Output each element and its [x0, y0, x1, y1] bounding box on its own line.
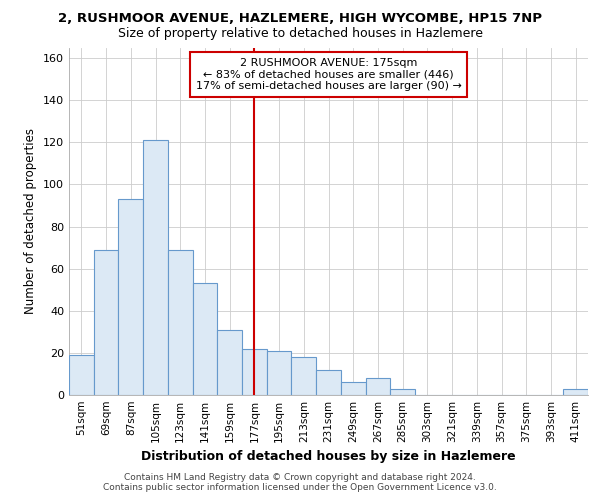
Bar — [267, 351, 292, 395]
X-axis label: Distribution of detached houses by size in Hazlemere: Distribution of detached houses by size … — [141, 450, 516, 464]
Text: Size of property relative to detached houses in Hazlemere: Size of property relative to detached ho… — [118, 28, 482, 40]
Bar — [390, 388, 415, 395]
Bar — [217, 330, 242, 395]
Bar — [563, 388, 588, 395]
Bar — [118, 199, 143, 395]
Bar — [193, 284, 217, 395]
Bar — [341, 382, 365, 395]
Bar — [168, 250, 193, 395]
Bar — [143, 140, 168, 395]
Text: 2, RUSHMOOR AVENUE, HAZLEMERE, HIGH WYCOMBE, HP15 7NP: 2, RUSHMOOR AVENUE, HAZLEMERE, HIGH WYCO… — [58, 12, 542, 26]
Text: 2 RUSHMOOR AVENUE: 175sqm
← 83% of detached houses are smaller (446)
17% of semi: 2 RUSHMOOR AVENUE: 175sqm ← 83% of detac… — [196, 58, 461, 91]
Bar — [94, 250, 118, 395]
Text: Contains HM Land Registry data © Crown copyright and database right 2024.
Contai: Contains HM Land Registry data © Crown c… — [103, 473, 497, 492]
Bar — [242, 348, 267, 395]
Bar — [365, 378, 390, 395]
Bar — [69, 355, 94, 395]
Bar — [316, 370, 341, 395]
Y-axis label: Number of detached properties: Number of detached properties — [25, 128, 37, 314]
Bar — [292, 357, 316, 395]
